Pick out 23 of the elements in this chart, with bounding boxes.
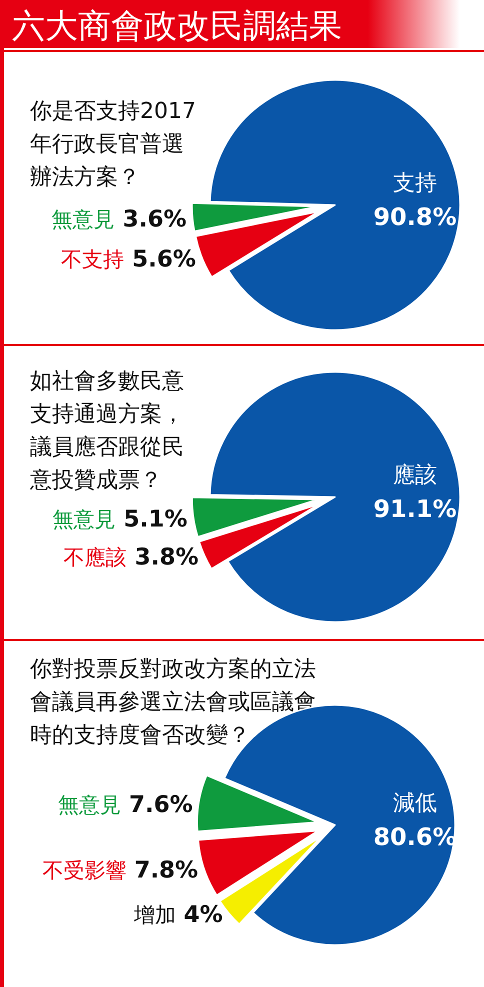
data-label: 3.8% <box>134 544 199 571</box>
data-label: 5.6% <box>132 246 196 272</box>
chart-title: 六大商會政改民調結果 <box>12 6 342 45</box>
data-label: 3.6% <box>122 206 187 232</box>
data-label: 80.6% <box>373 823 457 851</box>
slice-label: 不支持 <box>61 247 124 272</box>
slice-label: 支持 <box>393 171 437 196</box>
data-label: 4% <box>184 902 223 928</box>
slice-label: 應該 <box>393 463 437 488</box>
data-label: 91.1% <box>373 495 457 523</box>
slice-label: 減低 <box>393 791 437 816</box>
text: 你是否支持2017年行政長官普選辦法方案？ <box>29 99 196 190</box>
slice-label: 不受影響 <box>42 858 126 883</box>
slice-label: 無意見 <box>52 207 115 232</box>
slice-label: 無意見 <box>52 507 116 532</box>
data-label: 5.1% <box>124 506 188 532</box>
slice-label: 無意見 <box>58 792 121 817</box>
data-label: 7.6% <box>128 792 193 818</box>
slice-label: 不應該 <box>64 546 127 570</box>
text: 如社會多數民意支持通過方案，議員應否跟從民意投贊成票？ <box>29 369 184 493</box>
data-label: 90.8% <box>373 203 457 231</box>
slice-label: 增加 <box>132 903 176 928</box>
data-label: 7.8% <box>134 858 198 884</box>
